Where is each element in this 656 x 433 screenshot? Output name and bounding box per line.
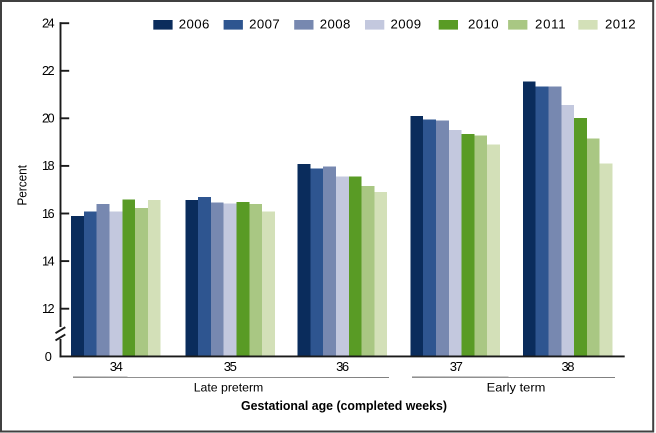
svg-text:35: 35 (224, 359, 237, 374)
svg-text:Percent: Percent (15, 165, 30, 206)
svg-text:12: 12 (42, 301, 55, 316)
svg-text:14: 14 (42, 253, 55, 268)
svg-text:24: 24 (42, 16, 55, 31)
svg-text:0: 0 (45, 349, 52, 364)
svg-text:2012: 2012 (605, 17, 636, 32)
svg-text:2007: 2007 (249, 17, 280, 32)
svg-text:22: 22 (42, 63, 55, 78)
svg-text:Early term: Early term (487, 380, 546, 394)
svg-text:2009: 2009 (391, 17, 422, 32)
svg-text:Gestational age (completed wee: Gestational age (completed weeks) (241, 399, 447, 413)
svg-text:38: 38 (562, 359, 575, 374)
svg-text:34: 34 (110, 359, 123, 374)
svg-text:2011: 2011 (535, 17, 566, 32)
svg-text:18: 18 (42, 158, 55, 173)
svg-text:Late preterm: Late preterm (194, 380, 264, 394)
svg-text:2010: 2010 (468, 17, 499, 32)
svg-text:20: 20 (42, 111, 55, 126)
svg-text:37: 37 (450, 359, 463, 374)
svg-text:2006: 2006 (179, 17, 210, 32)
svg-text:2008: 2008 (320, 17, 351, 32)
svg-text:16: 16 (42, 206, 55, 221)
svg-text:36: 36 (336, 359, 349, 374)
